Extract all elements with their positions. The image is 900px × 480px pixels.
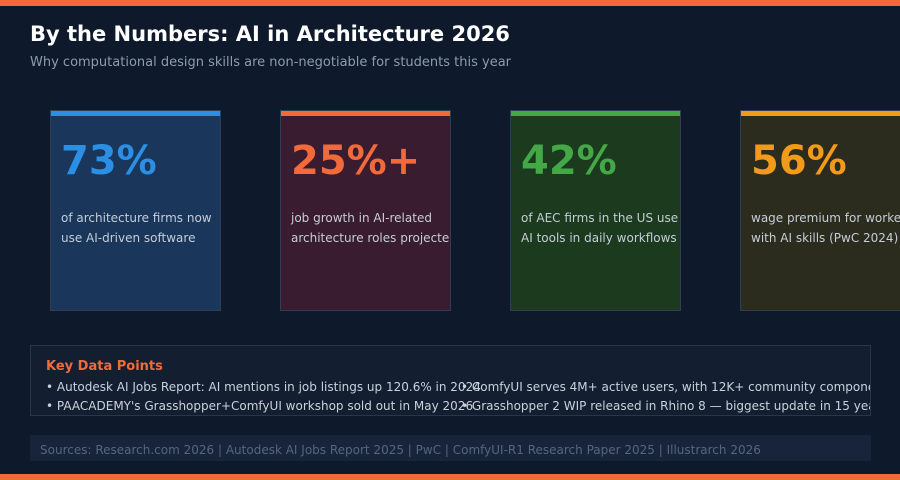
page-subtitle: Why computational design skills are non-… — [30, 55, 512, 70]
card-accent-bar — [741, 111, 900, 116]
bottom-accent-bar — [0, 474, 900, 480]
key-data-item: • PAACADEMY's Grasshopper+ComfyUI worksh… — [46, 399, 474, 413]
stat-description: job growth in AI-related architecture ro… — [291, 208, 451, 248]
stat-description-line: wage premium for workers — [751, 211, 900, 225]
stat-card-ai-software: 73% of architecture firms now use AI-dri… — [50, 110, 221, 311]
key-data-item: • Autodesk AI Jobs Report: AI mentions i… — [46, 380, 481, 394]
stat-description: wage premium for workers with AI skills … — [751, 208, 900, 248]
stat-description: of architecture firms now use AI-driven … — [61, 208, 212, 248]
key-data-item: • ComfyUI serves 4M+ active users, with … — [461, 380, 871, 394]
stat-value: 73% — [61, 138, 157, 184]
page-title: By the Numbers: AI in Architecture 2026 — [30, 22, 510, 46]
stat-description-line: job growth in AI-related — [291, 211, 432, 225]
card-accent-bar — [281, 111, 450, 116]
stat-card-job-growth: 25%+ job growth in AI-related architectu… — [280, 110, 451, 311]
sources-footer: Sources: Research.com 2026 | Autodesk AI… — [30, 435, 871, 461]
card-accent-bar — [51, 111, 220, 116]
top-accent-bar — [0, 0, 900, 6]
stat-description-line: of architecture firms now — [61, 211, 212, 225]
stat-description-line: AI tools in daily workflows — [521, 231, 677, 245]
stat-value: 25%+ — [291, 138, 421, 184]
stat-description: of AEC firms in the US use AI tools in d… — [521, 208, 678, 248]
card-accent-bar — [511, 111, 680, 116]
stat-value: 42% — [521, 138, 617, 184]
stat-card-wage-premium: 56% wage premium for workers with AI ski… — [740, 110, 900, 311]
stat-description-line: use AI-driven software — [61, 231, 196, 245]
stat-card-aec-firms: 42% of AEC firms in the US use AI tools … — [510, 110, 681, 311]
stat-description-line: with AI skills (PwC 2024) — [751, 231, 899, 245]
key-data-item: • Grasshopper 2 WIP released in Rhino 8 … — [461, 399, 871, 413]
stat-description-line: of AEC firms in the US use — [521, 211, 679, 225]
sources-text: Sources: Research.com 2026 | Autodesk AI… — [40, 443, 761, 457]
stat-description-line: architecture roles projected — [291, 231, 451, 245]
key-data-panel: Key Data Points • Autodesk AI Jobs Repor… — [30, 345, 871, 416]
key-data-title: Key Data Points — [46, 359, 163, 374]
stat-value: 56% — [751, 138, 847, 184]
